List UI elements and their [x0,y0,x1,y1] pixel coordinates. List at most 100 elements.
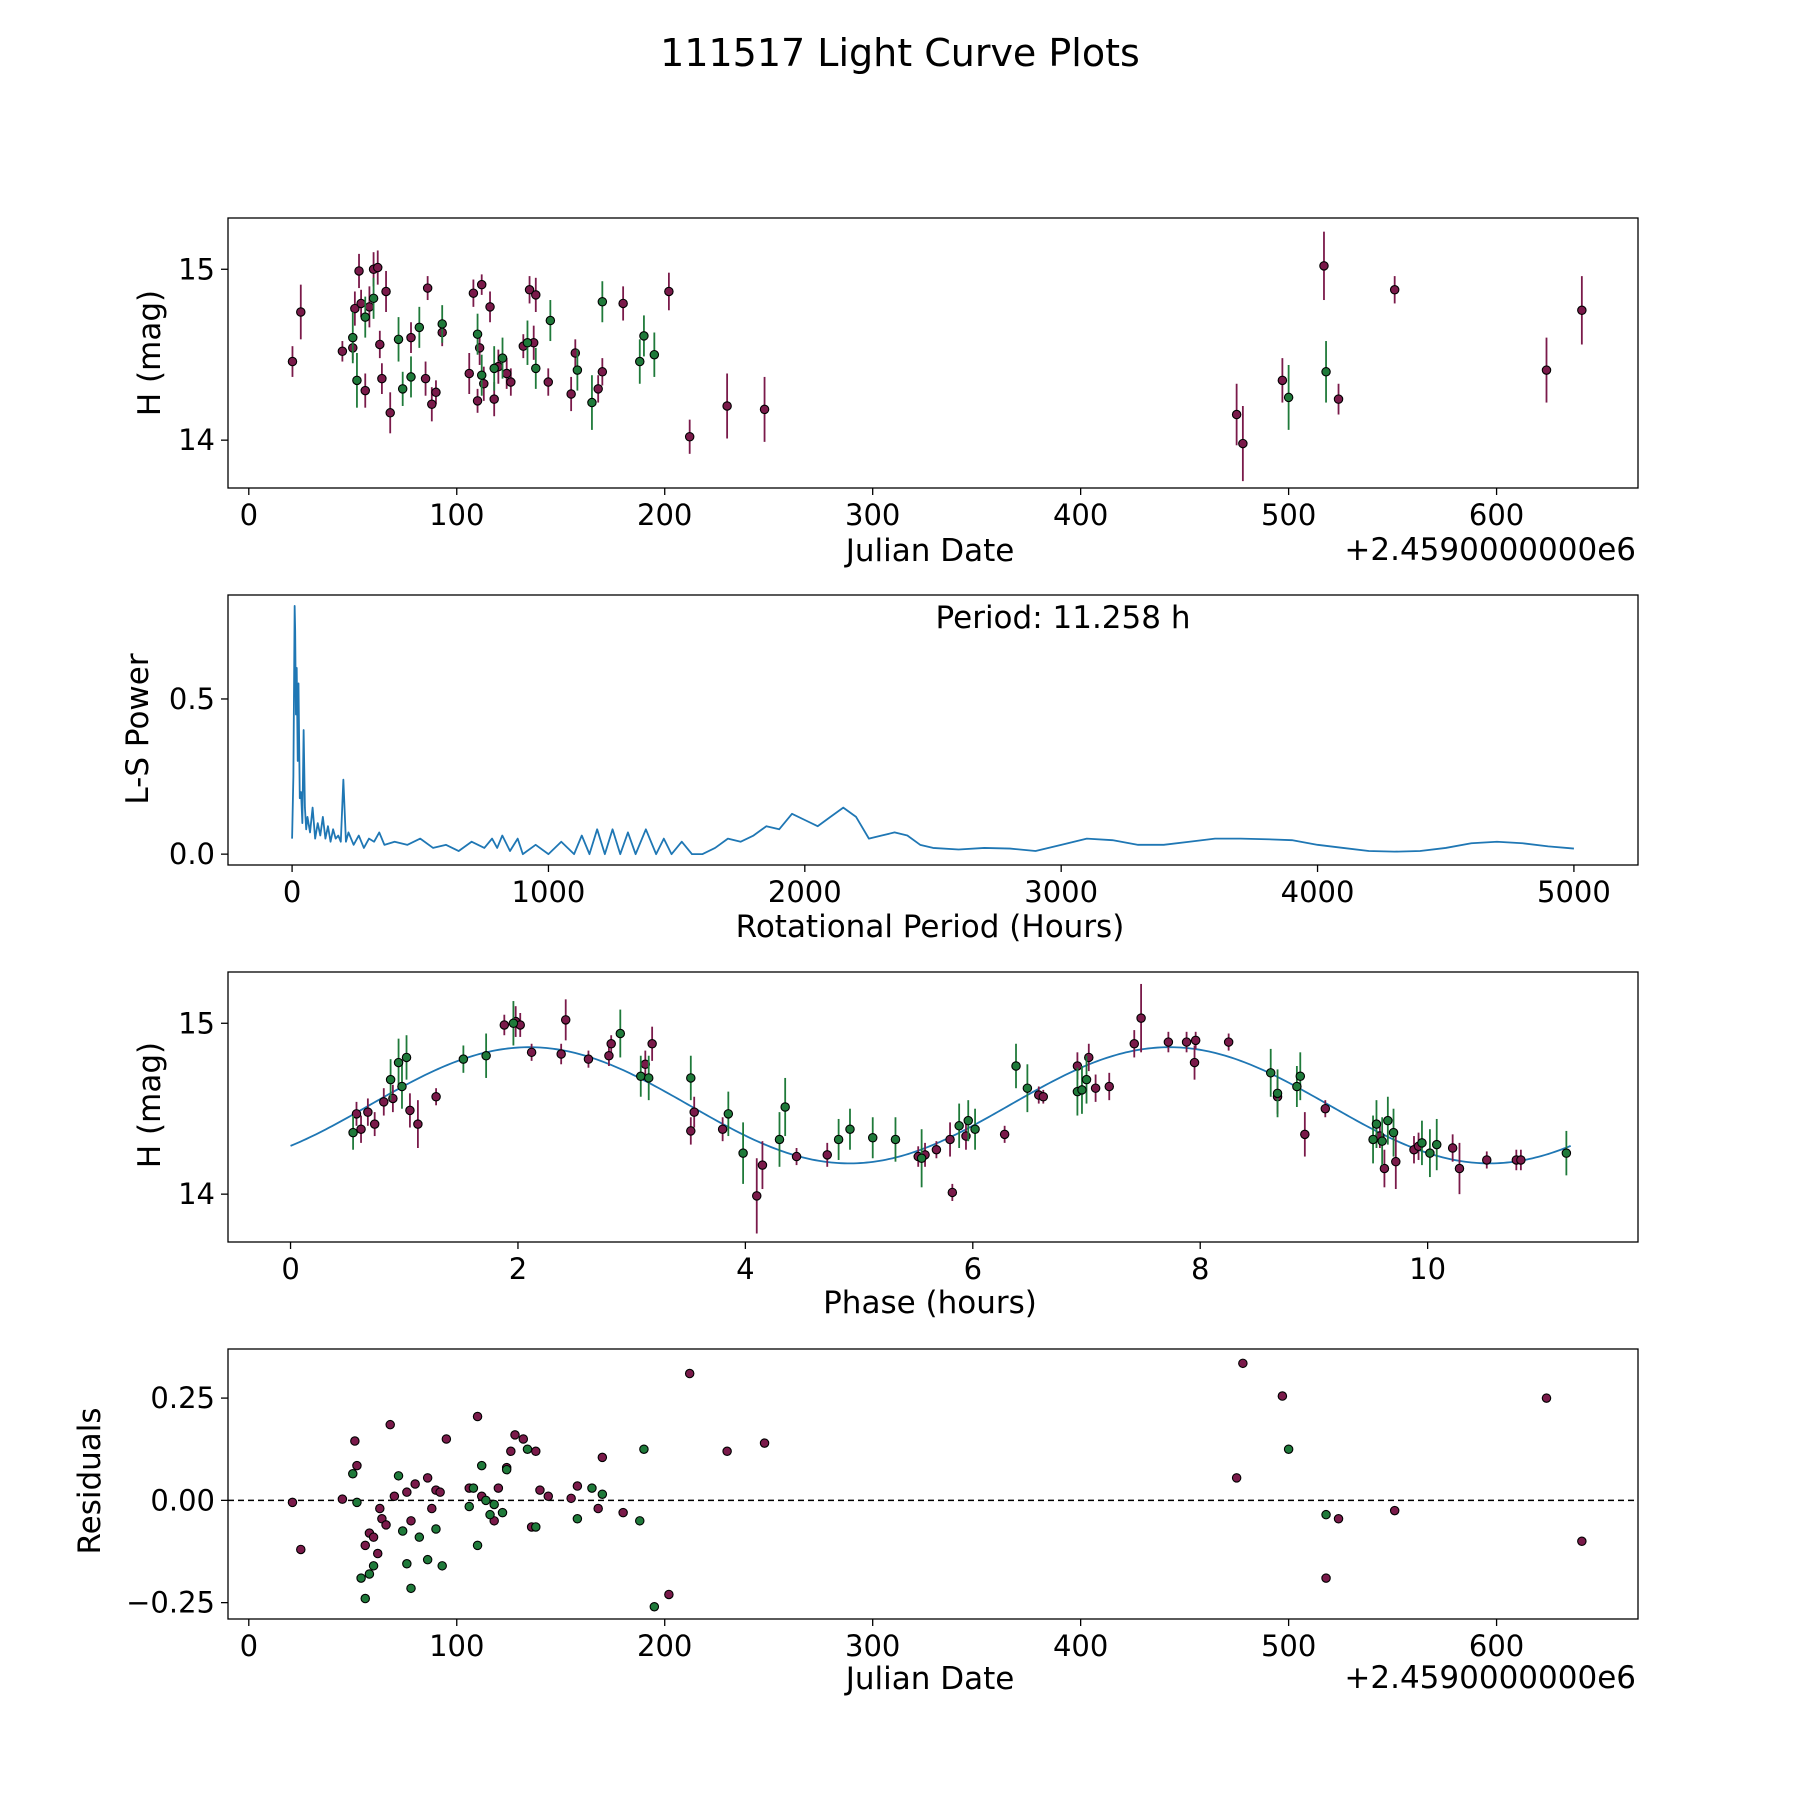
p3-filter-b-point [348,1127,358,1138]
p1-filter-a-point [1277,375,1288,386]
p3-filter-b-point [481,1050,491,1061]
p4-filter-b-point [348,1469,358,1479]
p4-filter-b-point [1321,1509,1331,1520]
p4-filter-a-point [531,1446,541,1457]
p4-filter-b-point [1283,1444,1294,1454]
p1-filter-b-point [639,331,649,341]
p4-filter-b-point [472,1540,483,1551]
p4-filter-b-point [364,1569,375,1579]
p2-x-tick-label: 3000 [1024,875,1098,909]
p3-filter-b-point [970,1124,980,1134]
p1-filter-a-point [287,356,298,367]
p1-filter-a-point [377,373,387,384]
p4-filter-b-point [397,1526,408,1536]
p1-panel: 0 100 200 300 400 500 600 14 15 [178,217,1639,532]
p4-filter-b-point [572,1514,583,1524]
p4-filter-a-point [684,1368,695,1379]
p3-filter-b-point [615,1028,626,1039]
p4-filter-a-point [368,1532,379,1542]
p1-filter-b-point [360,312,371,322]
p3-y-tick-label: 15 [178,1006,215,1040]
p1-x-tick-label: 500 [1261,498,1316,532]
p4-filter-a-point [375,1503,385,1514]
p3-filter-b-point [954,1121,964,1131]
p3-x-tick-label: 10 [1409,1252,1446,1286]
p3-filter-a-point [947,1187,958,1198]
p1-filter-b-point [406,372,416,382]
p3-filter-a-point [686,1126,696,1136]
p3-filter-a-point [1391,1156,1401,1167]
p3-filter-a-point [431,1091,441,1102]
p4-filter-b-point [464,1501,474,1512]
p1-y-tick-label: 15 [178,252,215,286]
p3-filter-a-point [999,1129,1010,1140]
p1-filter-b-point [1321,367,1331,377]
p4-filter-a-point [381,1520,391,1530]
p1-filter-a-point [381,286,391,297]
p1-filter-a-point [420,373,431,384]
p1-filter-a-point [464,368,474,379]
p4-filter-a-point [435,1487,445,1497]
p1-filter-b-point [368,293,379,304]
p3-filter-a-point [1163,1037,1174,1047]
p3-filter-a-point [1090,1083,1101,1093]
p4-filter-a-point [535,1485,545,1495]
p4-filter-a-point [372,1548,383,1559]
p2-x-tick-label: 4000 [1281,875,1355,909]
p4-filter-b-point [437,1561,447,1571]
p3-filter-a-point [717,1124,728,1134]
p4-filter-b-point [481,1495,491,1506]
p3-filter-b-point [1383,1115,1393,1126]
p1-filter-a-point [422,283,433,293]
p1-filter-a-point [472,396,483,406]
p3-filter-a-point [1320,1103,1331,1114]
p4-filter-b-point [414,1532,425,1542]
p4-filter-a-point [296,1544,306,1555]
p1-filter-a-point [1577,305,1587,316]
p1-filter-a-point [1389,285,1400,295]
p4-filter-b-point [402,1559,412,1569]
p3-filter-b-point [738,1148,748,1158]
p4-filter-b-point [431,1524,441,1534]
p3-filter-a-point [1104,1081,1115,1092]
p4-filter-b-point [352,1497,362,1508]
p3-filter-b-point [397,1081,407,1092]
p4-filter-b-point [422,1554,433,1565]
p3-filter-a-point [526,1047,537,1058]
p4-offset-text: +2.4590000000e6 [1344,1660,1636,1696]
p1-filter-b-point [597,296,608,307]
p2-x-tick-label: 0 [283,875,301,909]
p4-filter-a-point [1389,1505,1400,1516]
p1-filter-a-point [501,368,512,379]
p1-filter-b-point [393,334,404,345]
p4-x-tick-label: 200 [637,1629,692,1663]
p1-filter-a-point [566,389,576,399]
p3-filter-a-point [1379,1163,1390,1174]
p3-filter-b-point [1417,1138,1427,1148]
p4-x-tick-label: 600 [1469,1629,1524,1663]
p3-filter-b-point [636,1071,646,1081]
p1-filter-a-point [759,404,770,415]
p3-filter-b-point [1561,1148,1572,1158]
p4-filter-a-point [597,1452,608,1463]
p1-filter-a-point [468,288,479,298]
p4-y-label: Residuals [72,1407,108,1554]
p3-filter-b-point [508,1018,519,1029]
p4-filter-a-point [566,1493,576,1504]
p3-filter-b-point [774,1134,785,1145]
p3-x-tick-label: 8 [1191,1252,1209,1286]
p4-filter-a-point [543,1491,554,1502]
p1-filter-a-point [618,298,628,309]
p4-plot-area [228,1358,1638,1612]
p4-filter-a-point [441,1434,452,1444]
p3-filter-a-point [351,1109,362,1119]
p1-filter-a-point [593,384,603,394]
p4-filter-a-point [506,1446,516,1457]
p3-filter-b-point [385,1074,396,1085]
p4-filter-b-point [485,1509,495,1520]
p4-filter-a-point [1238,1358,1248,1369]
p1-filter-a-point [1319,261,1329,271]
p4-y-tick-label: 0.25 [150,1381,215,1415]
p1-filter-b-point [414,322,425,333]
p1-filter-a-point [360,385,371,396]
